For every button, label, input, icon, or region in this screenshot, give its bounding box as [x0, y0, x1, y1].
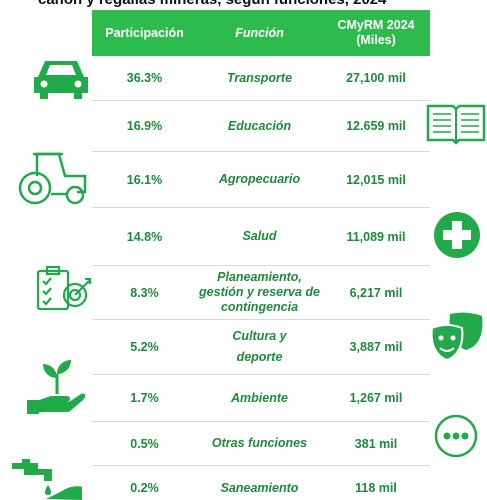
- amount: 6,217 mil: [349, 285, 403, 300]
- header-text: Participación: [105, 25, 184, 40]
- function-text: Saneamiento: [220, 480, 299, 495]
- header-cell: CMyRM 2024 (Miles): [322, 18, 430, 48]
- masks-icon: [430, 312, 483, 362]
- function: Ambiente: [197, 391, 322, 406]
- function-text: Educación: [227, 118, 292, 133]
- share: 0.5%: [130, 436, 159, 451]
- amount: 11,089 mil: [346, 229, 406, 244]
- header-cell: Participación: [92, 26, 197, 41]
- share: 16.9%: [126, 119, 163, 133]
- function: Agropecuario: [197, 172, 322, 187]
- header-text: CMyRM 2024: [337, 18, 415, 32]
- car-icon: [34, 61, 88, 99]
- share: 0.2%: [130, 481, 159, 495]
- table: Participación Función CMyRM 2024 (Miles) 36.…: [92, 10, 430, 500]
- amount: 12,015 mil: [346, 172, 406, 187]
- share: 5.2%: [130, 340, 159, 354]
- share: 1.7%: [130, 391, 159, 405]
- table-row: 36.3% Transporte 27,100 mil: [92, 56, 430, 101]
- function-text: Otras funciones: [211, 436, 308, 450]
- function-text: contingencia: [220, 300, 299, 314]
- more-icon: [434, 414, 478, 458]
- header-text: (Miles): [356, 33, 396, 47]
- function: Cultura y deporte: [197, 326, 322, 368]
- amount: 12.659 mil: [346, 119, 406, 133]
- function-text: deporte: [236, 350, 283, 364]
- table-row: 0.2% Saneamiento 118 mil: [92, 466, 430, 500]
- table-row: 16.9% Educación 12.659 mil: [92, 101, 430, 152]
- book-icon: [426, 104, 486, 145]
- amount: 3,887 mil: [349, 340, 403, 354]
- function: Transporte: [197, 71, 322, 86]
- title: cañón y regalías mineras, según funcione…: [38, 0, 386, 8]
- table-row: 1.7% Ambiente 1,267 mil: [92, 375, 430, 422]
- amount: 381 mil: [354, 436, 398, 451]
- function-text: Cultura y: [232, 329, 287, 343]
- amount: 1,267 mil: [349, 391, 403, 405]
- planning-icon: [36, 265, 92, 311]
- tractor-icon: [18, 152, 87, 205]
- table-row: 5.2% Cultura y deporte 3,887 mil: [92, 320, 430, 375]
- function: Educación: [197, 119, 322, 134]
- function-text: Transporte: [226, 70, 293, 85]
- header-cell: Función: [197, 26, 322, 41]
- share: 16.1%: [126, 172, 163, 187]
- function-text: Planeamiento,: [217, 270, 302, 284]
- table-row: 0.5% Otras funciones 381 mil: [92, 422, 430, 466]
- table-row: 16.1% Agropecuario 12,015 mil: [92, 152, 430, 208]
- table-row: 14.8% Salud 11,089 mil: [92, 208, 430, 266]
- share: 8.3%: [130, 285, 159, 300]
- function-text: gestión y reserva de: [199, 285, 320, 299]
- table-row: 8.3% Planeamiento, gestión y reserva de con…: [92, 266, 430, 320]
- amount: 118 mil: [355, 481, 397, 495]
- function-text: Agropecuario: [218, 172, 301, 186]
- function: Otras funciones: [197, 436, 322, 451]
- function: Salud: [197, 229, 322, 244]
- function: Saneamiento: [197, 481, 322, 496]
- share: 14.8%: [126, 229, 163, 244]
- header-row: Participación Función CMyRM 2024 (Miles): [92, 10, 430, 56]
- health-icon: [434, 212, 480, 258]
- function-text: Salud: [242, 229, 277, 243]
- faucet-icon: [12, 459, 82, 500]
- header-text: Función: [235, 25, 284, 40]
- share: 36.3%: [126, 71, 163, 85]
- plant-icon: [27, 360, 86, 414]
- amount: 27,100 mil: [346, 71, 406, 85]
- function-text: Ambiente: [231, 390, 288, 405]
- function: Planeamiento, gestión y reserva de conting…: [197, 270, 322, 315]
